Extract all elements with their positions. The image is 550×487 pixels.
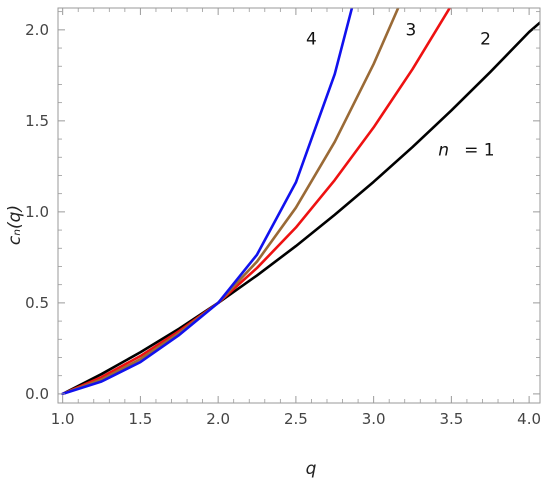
x-tick-label: 3.0	[362, 410, 386, 428]
ticks-layer: 1.0 1.5 2.0 2.5 3.0 3.5 4.0 0.0 0.5 1.0 1.5 2.0	[25, 8, 541, 428]
curve-label: 3	[406, 20, 417, 40]
series-line-1	[61, 21, 540, 396]
x-tick-label: 1.0	[51, 410, 75, 428]
y-tick-label: 1.0	[25, 203, 49, 221]
curve-labels-layer: 4 3 2 n = 1	[306, 20, 495, 160]
x-tick-label: 2.0	[206, 410, 230, 428]
axes-box	[57, 7, 541, 404]
curve-label: = 1	[464, 140, 494, 160]
series-line-4	[61, 8, 354, 396]
y-tick-label: 0.0	[25, 385, 49, 403]
x-tick-label: 3.5	[439, 410, 463, 428]
x-tick-label: 4.0	[517, 410, 541, 428]
x-tick-label: 2.5	[284, 410, 308, 428]
x-tick-label: 1.5	[128, 410, 152, 428]
x-axis-title: q	[306, 459, 317, 479]
y-tick-label: 2.0	[25, 21, 49, 39]
series-line-2	[61, 8, 452, 396]
y-tick-label: 1.5	[25, 112, 49, 130]
curve-label: 2	[480, 29, 491, 49]
y-tick-label: 0.5	[25, 294, 49, 312]
curve-label: n	[438, 140, 449, 160]
plot-frame	[57, 7, 541, 404]
series-line-3	[61, 8, 400, 396]
curve-label: 4	[306, 29, 317, 49]
curves-layer	[61, 8, 540, 396]
y-axis-title: cₙ(q)	[5, 205, 25, 245]
